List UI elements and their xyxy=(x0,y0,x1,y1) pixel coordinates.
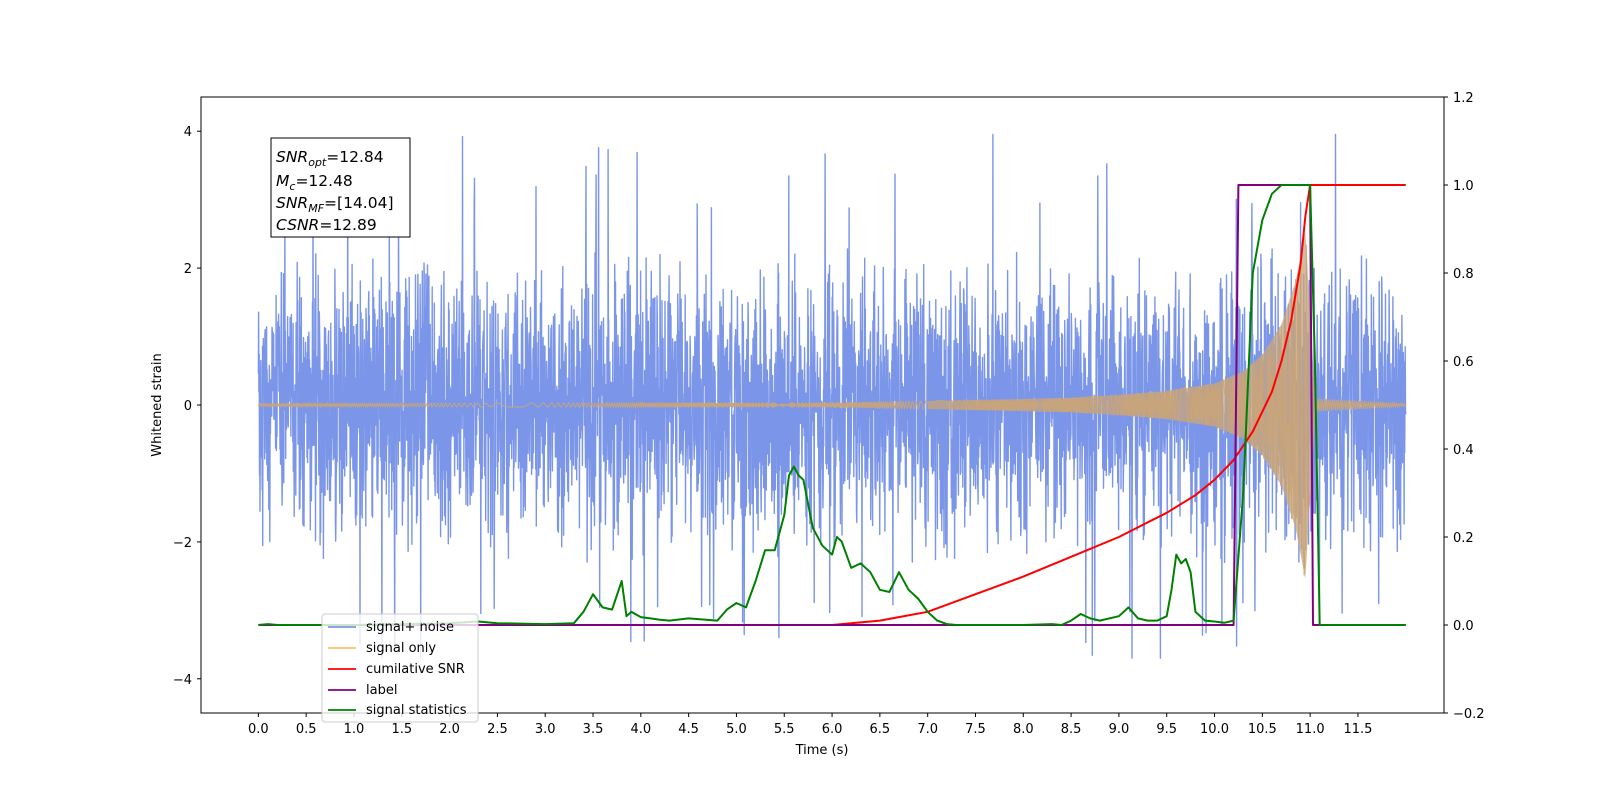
x-axis-ticks: 0.0 0.5 1.0 1.5 2.0 2.5 3.0 3.5 4.0 4.5 5.0 5.5 6.0 6… xyxy=(248,713,1372,737)
x-tick-label-7-0: 7.0 xyxy=(917,722,938,737)
left-y-tick-label-3: 2 xyxy=(184,262,192,277)
x-axis-label: Time (s) xyxy=(795,743,849,758)
annotation-line-chirp-mass: Mc=12.48 xyxy=(276,172,353,193)
x-tick-label-6-5: 6.5 xyxy=(870,722,891,737)
left-y-tick-label-2: 0 xyxy=(184,399,192,414)
annotation-line-csnr: CSNR=12.89 xyxy=(276,216,377,234)
right-y-axis-ticks: −0.2 0.0 0.2 0.4 0.6 0.8 1.0 1.2 xyxy=(1444,91,1485,722)
legend-frame xyxy=(321,613,479,723)
statistic-series-group xyxy=(258,184,1406,626)
legend-label-label: label xyxy=(366,683,397,698)
x-tick-label-4-5: 4.5 xyxy=(678,722,699,737)
x-tick-label-4-0: 4.0 xyxy=(630,722,651,737)
right-y-tick-label-1: 0.0 xyxy=(1453,619,1474,634)
signal-only-envelope xyxy=(927,231,1315,579)
right-y-tick-label-4: 0.6 xyxy=(1453,355,1474,370)
legend: signal+ noise signal only cumilative SNR… xyxy=(321,613,479,723)
x-tick-label-11-0: 11.0 xyxy=(1296,722,1325,737)
legend-label-signal-only: signal only xyxy=(366,641,436,656)
signal-noise-line xyxy=(257,133,1407,659)
x-tick-label-0-0: 0.0 xyxy=(248,722,269,737)
signal-only-series xyxy=(257,231,1407,579)
x-tick-label-8-0: 8.0 xyxy=(1013,722,1034,737)
left-y-tick-label-0: −4 xyxy=(173,673,192,688)
x-tick-label-3-0: 3.0 xyxy=(535,722,556,737)
x-tick-label-11-5: 11.5 xyxy=(1343,722,1372,737)
x-tick-label-8-5: 8.5 xyxy=(1061,722,1082,737)
signal-noise-series xyxy=(257,133,1407,659)
x-tick-label-3-5: 3.5 xyxy=(583,722,604,737)
right-y-tick-label-0: −0.2 xyxy=(1453,707,1485,722)
annotation-frame xyxy=(270,137,411,238)
plot-area xyxy=(257,133,1407,659)
snr-annotation-box: SNRopt=12.84 Mc=12.48 SNRMF=[14.04] CSNR… xyxy=(270,137,411,238)
right-y-tick-label-7: 1.2 xyxy=(1453,91,1474,106)
x-tick-label-9-0: 9.0 xyxy=(1109,722,1130,737)
x-tick-label-0-5: 0.5 xyxy=(296,722,317,737)
x-tick-label-6-0: 6.0 xyxy=(822,722,843,737)
right-y-tick-label-6: 1.0 xyxy=(1453,179,1474,194)
x-tick-label-10-0: 10.0 xyxy=(1200,722,1229,737)
x-tick-label-5-0: 5.0 xyxy=(726,722,747,737)
left-y-tick-label-4: 4 xyxy=(184,125,192,140)
right-y-tick-label-2: 0.2 xyxy=(1453,531,1474,546)
legend-label-cumulative-snr: cumilative SNR xyxy=(366,662,465,677)
x-tick-label-7-5: 7.5 xyxy=(965,722,986,737)
series-line-cumilative-snr xyxy=(258,184,1406,626)
x-tick-label-1-5: 1.5 xyxy=(391,722,412,737)
left-y-axis-ticks: −4 −2 0 2 4 xyxy=(173,125,201,688)
legend-label-signal-statistics: signal statistics xyxy=(366,703,467,718)
left-y-tick-label-1: −2 xyxy=(173,536,192,551)
annotation-line-snr-mf: SNRMF=[14.04] xyxy=(276,194,394,215)
x-tick-label-5-5: 5.5 xyxy=(774,722,795,737)
series-line-signal-statistics xyxy=(258,184,1406,626)
left-y-axis-label: Whitened strain xyxy=(150,353,165,456)
x-tick-label-9-5: 9.5 xyxy=(1156,722,1177,737)
right-y-tick-label-5: 0.8 xyxy=(1453,267,1474,282)
legend-label-signal-noise: signal+ noise xyxy=(366,620,454,635)
x-tick-label-10-5: 10.5 xyxy=(1248,722,1277,737)
annotation-line-snr-opt: SNRopt=12.84 xyxy=(276,148,384,169)
x-tick-label-2-5: 2.5 xyxy=(487,722,508,737)
x-tick-label-1-0: 1.0 xyxy=(344,722,365,737)
right-y-tick-label-3: 0.4 xyxy=(1453,443,1474,458)
x-tick-label-2-0: 2.0 xyxy=(439,722,460,737)
